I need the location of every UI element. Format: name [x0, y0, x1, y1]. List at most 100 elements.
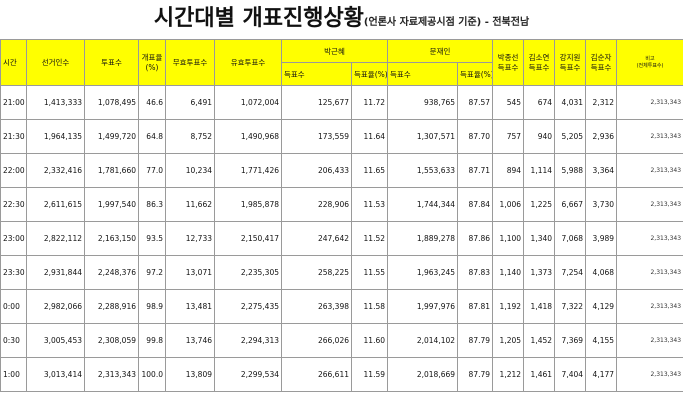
moon-votes-cell[interactable]: 1,307,571	[387, 119, 459, 154]
count-rate-cell[interactable]: 98.9	[138, 289, 166, 324]
park-rate-cell[interactable]: 11.55	[350, 255, 389, 290]
kim-soyeon-cell[interactable]: 1,225	[523, 187, 556, 222]
moon-votes-cell[interactable]: 1,553,633	[387, 153, 459, 188]
voters-cell[interactable]: 2,822,112	[26, 221, 85, 256]
col-header-kim-soyeon[interactable]: 김소연 득표수	[523, 39, 556, 86]
kang-jiwon-cell[interactable]: 7,404	[554, 357, 587, 392]
park-jongseon-cell[interactable]: 1,006	[492, 187, 525, 222]
kang-jiwon-cell[interactable]: 7,068	[554, 221, 587, 256]
votes-cast-cell[interactable]: 2,163,150	[84, 221, 139, 256]
col-header-remark[interactable]: 비고 (전체투표수)	[616, 39, 683, 86]
remark-cell[interactable]: 2,313,343	[616, 289, 683, 324]
valid-cell[interactable]: 2,150,417	[214, 221, 282, 256]
remark-cell[interactable]: 2,313,343	[616, 85, 683, 120]
votes-cast-cell[interactable]: 2,313,343	[84, 357, 139, 392]
kim-soyeon-cell[interactable]: 1,114	[523, 153, 556, 188]
moon-votes-cell[interactable]: 1,963,245	[387, 255, 459, 290]
invalid-cell[interactable]: 6,491	[165, 85, 215, 120]
time-cell[interactable]: 21:00	[0, 85, 27, 120]
park-votes-cell[interactable]: 206,433	[281, 153, 352, 188]
votes-cast-cell[interactable]: 2,248,376	[84, 255, 139, 290]
time-cell[interactable]: 0:30	[0, 323, 27, 358]
park-votes-cell[interactable]: 173,559	[281, 119, 352, 154]
time-cell[interactable]: 23:30	[0, 255, 27, 290]
park-jongseon-cell[interactable]: 894	[492, 153, 525, 188]
time-cell[interactable]: 22:30	[0, 187, 27, 222]
time-cell[interactable]: 22:00	[0, 153, 27, 188]
kim-sunja-cell[interactable]: 3,989	[585, 221, 618, 256]
kim-soyeon-cell[interactable]: 1,418	[523, 289, 556, 324]
valid-cell[interactable]: 2,235,305	[214, 255, 282, 290]
kim-soyeon-cell[interactable]: 1,461	[523, 357, 556, 392]
kim-sunja-cell[interactable]: 4,068	[585, 255, 618, 290]
moon-votes-cell[interactable]: 1,889,278	[387, 221, 459, 256]
park-rate-cell[interactable]: 11.59	[350, 357, 389, 392]
voters-cell[interactable]: 2,611,615	[26, 187, 85, 222]
kim-sunja-cell[interactable]: 4,177	[585, 357, 618, 392]
kang-jiwon-cell[interactable]: 7,254	[554, 255, 587, 290]
invalid-cell[interactable]: 10,234	[165, 153, 215, 188]
votes-cast-cell[interactable]: 1,499,720	[84, 119, 139, 154]
park-rate-cell[interactable]: 11.53	[350, 187, 389, 222]
col-header-park-rate[interactable]: 득표율(%)	[350, 62, 389, 86]
col-header-invalid[interactable]: 무효투표수	[165, 39, 215, 86]
park-jongseon-cell[interactable]: 1,205	[492, 323, 525, 358]
votes-cast-cell[interactable]: 2,288,916	[84, 289, 139, 324]
count-rate-cell[interactable]: 64.8	[138, 119, 166, 154]
remark-cell[interactable]: 2,313,343	[616, 357, 683, 392]
invalid-cell[interactable]: 13,071	[165, 255, 215, 290]
valid-cell[interactable]: 1,490,968	[214, 119, 282, 154]
park-votes-cell[interactable]: 228,906	[281, 187, 352, 222]
time-cell[interactable]: 0:00	[0, 289, 27, 324]
remark-cell[interactable]: 2,313,343	[616, 119, 683, 154]
time-cell[interactable]: 23:00	[0, 221, 27, 256]
park-jongseon-cell[interactable]: 545	[492, 85, 525, 120]
park-rate-cell[interactable]: 11.52	[350, 221, 389, 256]
moon-rate-cell[interactable]: 87.81	[457, 289, 494, 324]
kim-sunja-cell[interactable]: 2,936	[585, 119, 618, 154]
kim-sunja-cell[interactable]: 3,364	[585, 153, 618, 188]
moon-rate-cell[interactable]: 87.79	[457, 357, 494, 392]
col-header-moon-rate[interactable]: 득표율(%)	[457, 62, 494, 86]
kang-jiwon-cell[interactable]: 7,369	[554, 323, 587, 358]
kim-sunja-cell[interactable]: 2,312	[585, 85, 618, 120]
voters-cell[interactable]: 2,982,066	[26, 289, 85, 324]
moon-votes-cell[interactable]: 938,765	[387, 85, 459, 120]
col-header-time[interactable]: 시간	[0, 39, 27, 86]
kang-jiwon-cell[interactable]: 4,031	[554, 85, 587, 120]
moon-rate-cell[interactable]: 87.84	[457, 187, 494, 222]
count-rate-cell[interactable]: 99.8	[138, 323, 166, 358]
invalid-cell[interactable]: 13,809	[165, 357, 215, 392]
park-rate-cell[interactable]: 11.72	[350, 85, 389, 120]
park-rate-cell[interactable]: 11.58	[350, 289, 389, 324]
park-votes-cell[interactable]: 266,026	[281, 323, 352, 358]
col-header-park-votes[interactable]: 득표수	[281, 62, 352, 86]
count-rate-cell[interactable]: 86.3	[138, 187, 166, 222]
count-rate-cell[interactable]: 97.2	[138, 255, 166, 290]
remark-cell[interactable]: 2,313,343	[616, 187, 683, 222]
count-rate-cell[interactable]: 100.0	[138, 357, 166, 392]
moon-rate-cell[interactable]: 87.83	[457, 255, 494, 290]
park-rate-cell[interactable]: 11.60	[350, 323, 389, 358]
time-cell[interactable]: 21:30	[0, 119, 27, 154]
moon-rate-cell[interactable]: 87.71	[457, 153, 494, 188]
park-jongseon-cell[interactable]: 757	[492, 119, 525, 154]
park-votes-cell[interactable]: 125,677	[281, 85, 352, 120]
remark-cell[interactable]: 2,313,343	[616, 323, 683, 358]
invalid-cell[interactable]: 11,662	[165, 187, 215, 222]
col-header-kim-sunja[interactable]: 김순자 득표수	[585, 39, 618, 86]
voters-cell[interactable]: 2,931,844	[26, 255, 85, 290]
kang-jiwon-cell[interactable]: 6,667	[554, 187, 587, 222]
votes-cast-cell[interactable]: 1,997,540	[84, 187, 139, 222]
count-rate-cell[interactable]: 46.6	[138, 85, 166, 120]
moon-votes-cell[interactable]: 1,997,976	[387, 289, 459, 324]
valid-cell[interactable]: 1,771,426	[214, 153, 282, 188]
col-header-kang-jiwon[interactable]: 강지원 득표수	[554, 39, 587, 86]
invalid-cell[interactable]: 8,752	[165, 119, 215, 154]
kim-sunja-cell[interactable]: 4,129	[585, 289, 618, 324]
col-header-count-rate[interactable]: 개표율 (%)	[138, 39, 166, 86]
invalid-cell[interactable]: 12,733	[165, 221, 215, 256]
moon-rate-cell[interactable]: 87.86	[457, 221, 494, 256]
kang-jiwon-cell[interactable]: 5,988	[554, 153, 587, 188]
remark-cell[interactable]: 2,313,343	[616, 153, 683, 188]
